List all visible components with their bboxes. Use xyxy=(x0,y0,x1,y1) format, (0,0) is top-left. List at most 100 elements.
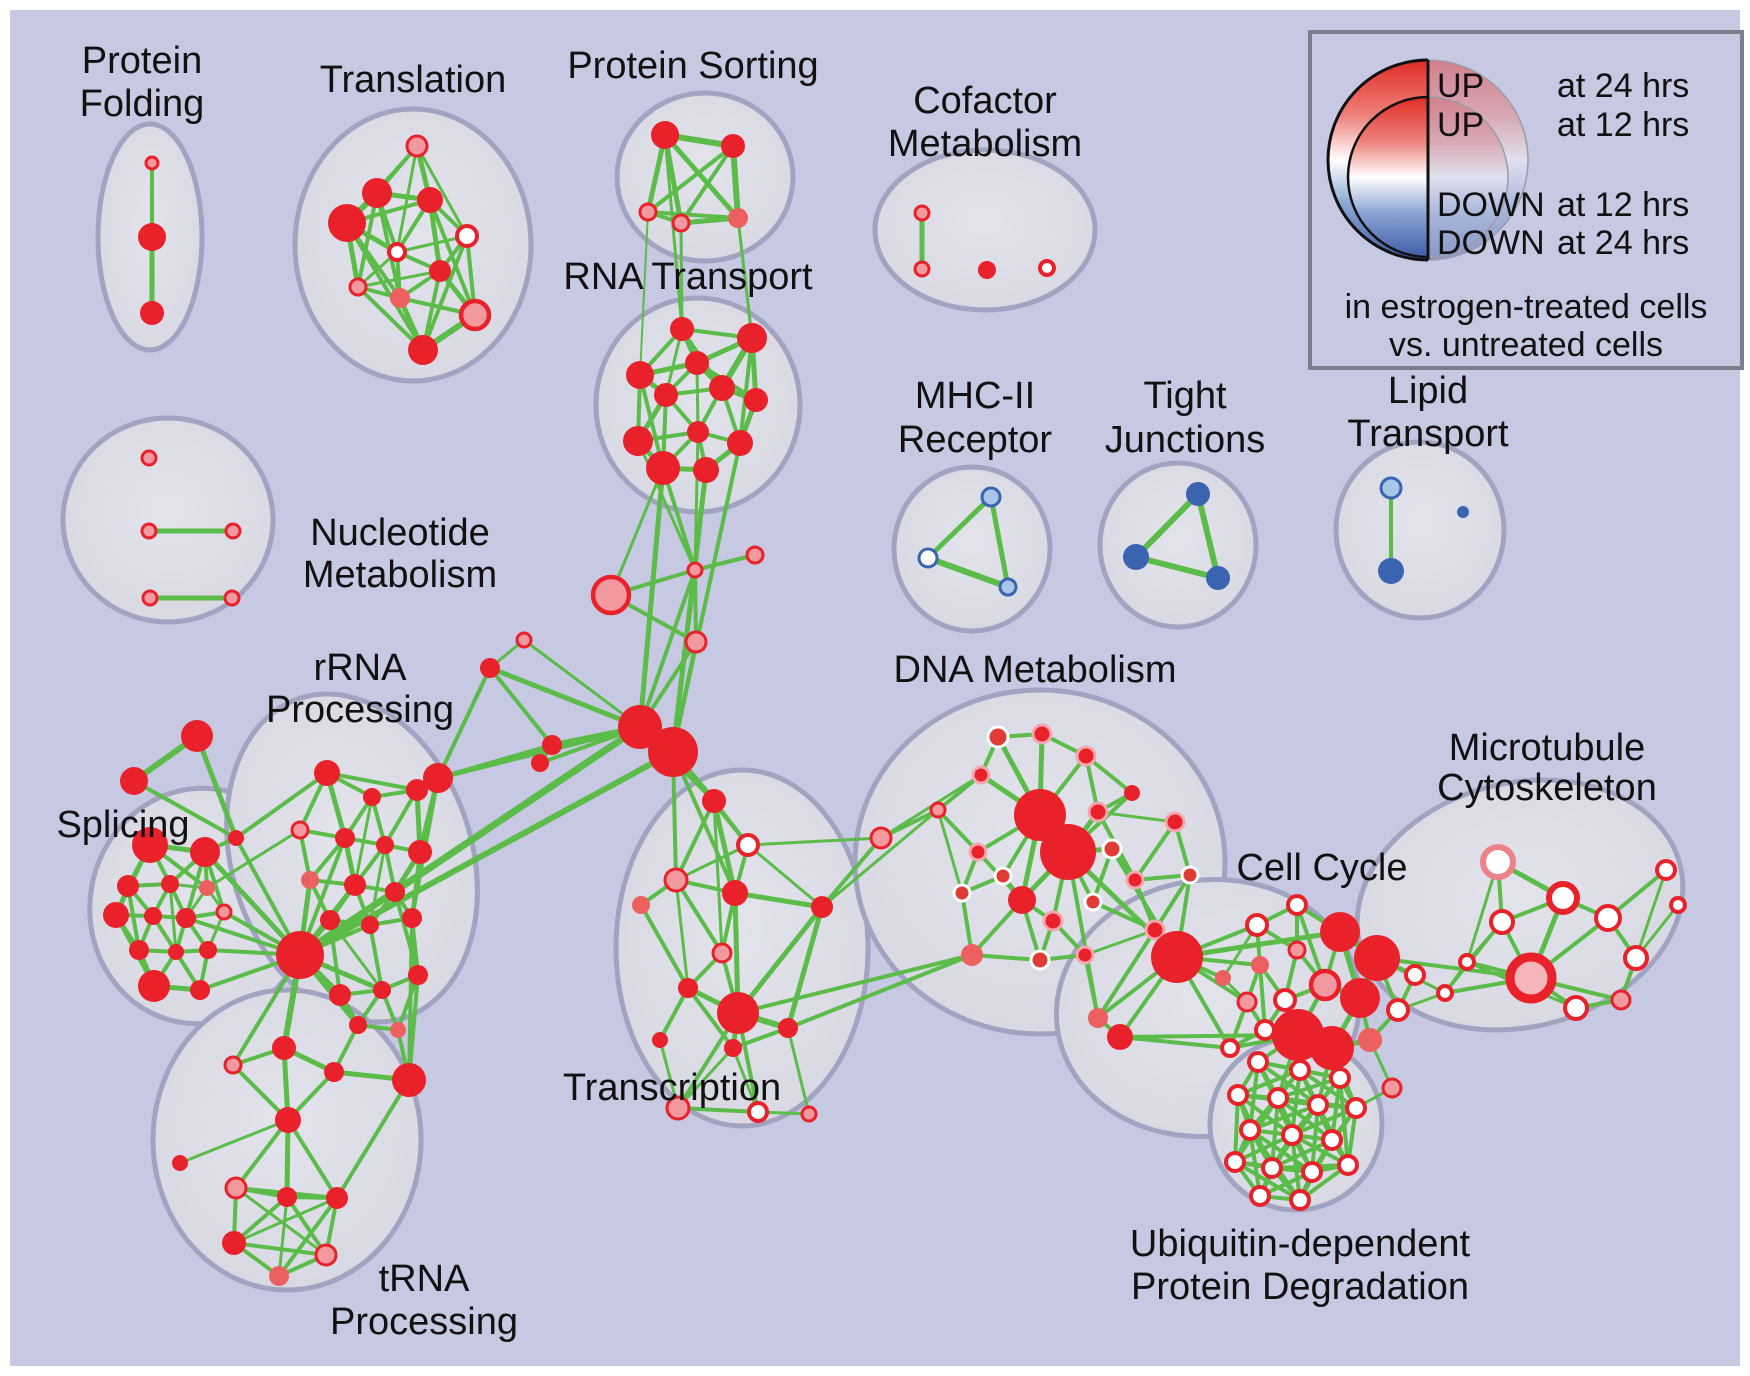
gene-node-trna-3 xyxy=(392,1063,426,1097)
gene-node-ubiquitin-15 xyxy=(1289,1189,1311,1211)
edge xyxy=(436,743,554,780)
gene-node-free-11 xyxy=(1107,1024,1133,1050)
gene-node-rrna-4 xyxy=(290,820,310,840)
gene-node-dna-10 xyxy=(993,866,1013,886)
cluster-label-rrna-line1: Processing xyxy=(266,689,454,731)
gene-node-transcription-4 xyxy=(722,880,748,906)
edge xyxy=(936,808,964,895)
edge xyxy=(731,1046,760,1114)
gene-node-protein_folding-2 xyxy=(140,301,164,325)
edge xyxy=(277,1195,289,1278)
gene-node-microtubule-8 xyxy=(1610,989,1632,1011)
gene-node-transcription-7 xyxy=(678,978,698,998)
edge xyxy=(746,843,824,909)
gene-node-rna_transport-6 xyxy=(744,388,768,412)
edge xyxy=(232,1196,339,1245)
cluster-label-mhc-line1: Receptor xyxy=(898,419,1053,461)
legend-time-2: at 12 hrs xyxy=(1557,186,1689,224)
edge xyxy=(1083,953,1100,1020)
gene-node-trna-9 xyxy=(222,1231,246,1255)
cluster-label-cofactor-line1: Metabolism xyxy=(888,123,1082,165)
edge xyxy=(674,843,750,882)
gene-node-dna-12 xyxy=(1008,886,1036,914)
edge xyxy=(786,1026,811,1116)
gene-node-cofactor-2 xyxy=(978,261,996,279)
edge xyxy=(925,555,1011,590)
gene-node-free-16 xyxy=(228,830,244,846)
gene-node-ubiquitin-10 xyxy=(1224,1151,1246,1173)
edge xyxy=(1096,928,1157,1020)
gene-node-cell_cycle-3 xyxy=(1354,935,1400,981)
gene-node-free-14 xyxy=(181,720,213,752)
gene-node-rrna-14 xyxy=(329,984,351,1006)
gene-node-cell_cycle-16 xyxy=(1358,1028,1382,1052)
gene-node-translation-4 xyxy=(455,224,479,248)
cluster-label-trna-line1: Processing xyxy=(330,1301,518,1343)
edge xyxy=(732,890,825,910)
legend-box xyxy=(1308,30,1744,370)
cluster-label-rrna-line0: rRNA xyxy=(314,647,408,689)
edge xyxy=(638,568,697,729)
edge xyxy=(1248,1103,1320,1132)
gene-node-rrna-10 xyxy=(385,882,405,902)
gene-node-free-13 xyxy=(869,826,893,850)
gene-node-dna-3 xyxy=(971,765,991,785)
edge xyxy=(296,723,644,959)
gene-node-cofactor-0 xyxy=(913,204,931,222)
gene-node-cell_cycle-7 xyxy=(1340,978,1380,1018)
gene-node-rrna-12 xyxy=(361,916,379,934)
gene-node-cofactor-1 xyxy=(913,260,931,278)
gene-node-free-4 xyxy=(618,705,662,749)
gene-node-splicing-4 xyxy=(199,880,215,896)
edge xyxy=(693,553,757,572)
gene-node-splicing-0 xyxy=(132,827,168,863)
gene-node-protein_sorting-3 xyxy=(671,213,691,233)
gene-node-translation-0 xyxy=(405,134,429,158)
edge xyxy=(686,986,735,1050)
gene-node-dna-17 xyxy=(961,944,983,966)
cluster-label-tight_junctions-line1: Junctions xyxy=(1105,419,1266,461)
gene-node-rrna-8 xyxy=(301,871,319,889)
cluster-label-transcription-line0: Transcription xyxy=(563,1067,781,1109)
edge xyxy=(1290,1106,1358,1137)
gene-node-free-10 xyxy=(1151,931,1203,983)
edge xyxy=(356,191,379,289)
gene-node-free-12 xyxy=(1436,984,1454,1002)
gene-node-free-1 xyxy=(745,545,765,565)
gene-node-microtubule-3 xyxy=(1458,953,1476,971)
edge xyxy=(786,953,974,1030)
cluster-ellipse-lipid xyxy=(1333,439,1507,621)
gene-node-cell_cycle-5 xyxy=(1251,956,1269,974)
gene-node-splicing-1 xyxy=(190,837,220,867)
edge xyxy=(663,133,684,331)
gene-node-rna_transport-11 xyxy=(693,457,719,483)
gene-node-transcription-0 xyxy=(702,789,726,813)
gene-node-translation-10 xyxy=(408,335,438,365)
gene-node-transcription-2 xyxy=(663,867,689,893)
gene-node-protein_folding-0 xyxy=(144,155,160,171)
cluster-label-dna-line0: DNA Metabolism xyxy=(894,649,1177,691)
gene-node-splicing-6 xyxy=(144,907,162,925)
gene-node-microtubule-0 xyxy=(1480,844,1516,880)
gene-node-nucleotide-3 xyxy=(141,589,159,607)
gene-node-cell_cycle-6 xyxy=(1308,968,1342,1002)
gene-node-ubiquitin-13 xyxy=(1337,1154,1359,1176)
gene-node-ubiquitin-4 xyxy=(1267,1087,1289,1109)
edge xyxy=(1133,554,1221,581)
gene-node-nucleotide-4 xyxy=(223,589,241,607)
gene-node-transcription-6 xyxy=(711,942,733,964)
edge xyxy=(345,221,425,352)
legend-time-0: at 24 hrs xyxy=(1557,67,1689,105)
edge xyxy=(1375,956,1533,980)
cluster-label-protein_folding-line1: Folding xyxy=(80,83,205,125)
gene-node-rna_transport-1 xyxy=(737,323,767,353)
gene-node-free-0 xyxy=(686,561,704,579)
gene-node-trna-10 xyxy=(314,1243,338,1267)
gene-node-splicing-9 xyxy=(129,940,149,960)
gene-node-trna-8 xyxy=(326,1187,348,1209)
cluster-label-trna-line0: tRNA xyxy=(379,1258,470,1300)
gene-node-cell_cycle-1 xyxy=(1286,894,1308,916)
gene-node-transcription-14 xyxy=(652,1032,668,1048)
gene-node-dna-6 xyxy=(1124,785,1140,801)
